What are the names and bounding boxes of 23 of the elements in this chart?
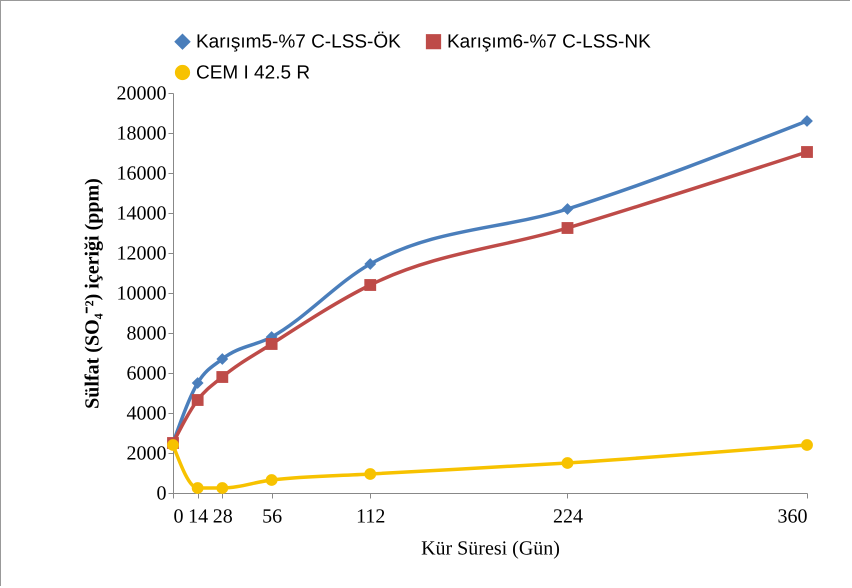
- x-tick-label: 56: [262, 506, 282, 528]
- x-axis-title: Kür Süresi (Gün): [421, 538, 560, 560]
- y-tick-label: 6000: [126, 362, 166, 384]
- x-tick-label: 112: [356, 506, 386, 528]
- y-tick-label: 0: [156, 482, 166, 504]
- y-axis-title: Sülfat (SO₄⁻²) içeriği (ppm): [82, 178, 104, 409]
- legend-label: Karışım6-%7 C-LSS-NK: [447, 32, 652, 53]
- x-tick-label: 0: [174, 506, 184, 528]
- y-tick-label: 14000: [116, 202, 166, 224]
- y-tick-label: 20000: [116, 82, 166, 104]
- x-tick-label: 224: [552, 506, 583, 528]
- y-tick-label: 4000: [126, 402, 166, 424]
- y-tick-label: 10000: [116, 282, 166, 304]
- y-tick-label: 16000: [116, 162, 166, 184]
- y-tick-label: 2000: [126, 442, 166, 464]
- x-tick-label: 28: [212, 506, 233, 528]
- y-tick-label: 12000: [116, 242, 166, 264]
- x-tick-label: 14: [188, 506, 208, 528]
- x-tick-label: 360: [778, 506, 808, 528]
- y-tick-label: 18000: [116, 122, 166, 144]
- legend-label: CEM I 42.5 R: [196, 62, 310, 84]
- legend-label: Karışım5-%7 C-LSS-ÖK: [196, 32, 402, 53]
- y-tick-label: 8000: [126, 322, 166, 344]
